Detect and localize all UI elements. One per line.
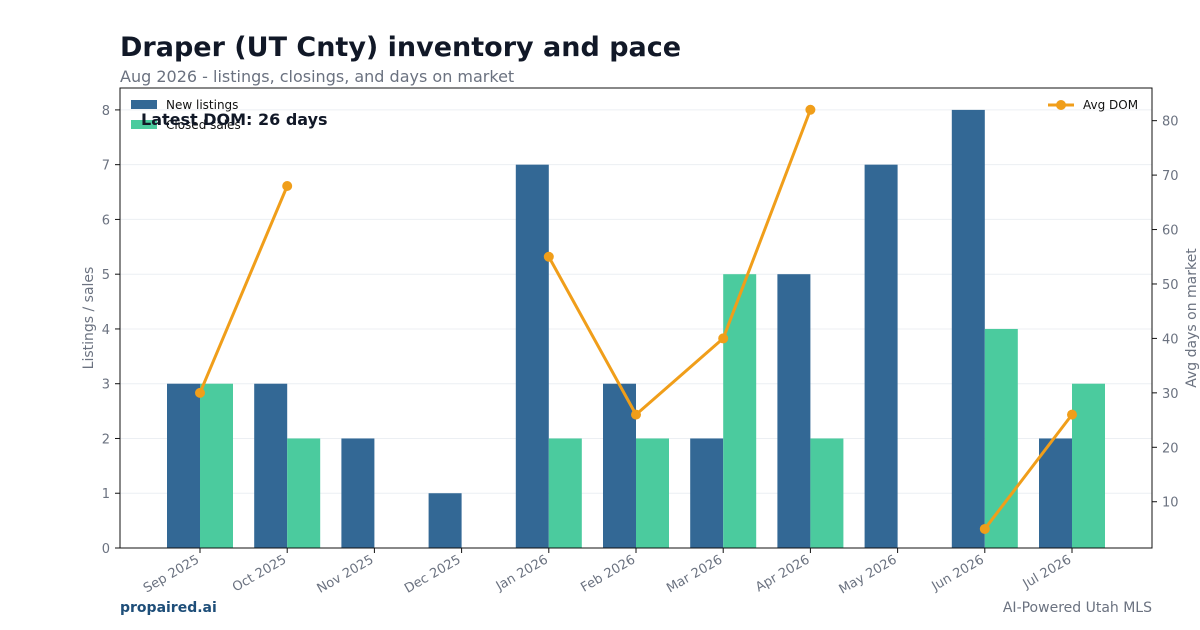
legend-label: Closed sales bbox=[166, 118, 241, 132]
avg-dom-point bbox=[718, 333, 729, 344]
x-tick-label: Sep 2025 bbox=[141, 552, 202, 596]
bar-closed-sales bbox=[636, 438, 669, 548]
y2-tick-label: 80 bbox=[1162, 115, 1179, 130]
x-tick-label: May 2026 bbox=[837, 552, 900, 597]
latest-dom-annotation: Latest DOM: 26 days bbox=[141, 110, 328, 129]
y2-tick-label: 60 bbox=[1162, 224, 1179, 239]
bar-new-listings bbox=[690, 438, 724, 548]
x-tick-label: Feb 2026 bbox=[578, 552, 638, 595]
y-axis-title: Listings / sales bbox=[81, 267, 97, 370]
bar-new-listings bbox=[341, 438, 375, 548]
avg-dom-point bbox=[1067, 409, 1077, 420]
x-tick-label: Jun 2026 bbox=[929, 552, 987, 594]
y-tick-label: 5 bbox=[102, 268, 110, 283]
bar-closed-sales bbox=[200, 383, 233, 548]
chart-subtitle: Aug 2026 - listings, closings, and days … bbox=[120, 67, 515, 86]
bar-new-listings bbox=[777, 274, 811, 548]
bar-closed-sales bbox=[287, 438, 321, 548]
avg-dom-point bbox=[979, 523, 990, 534]
bar-closed-sales bbox=[723, 274, 757, 548]
y-tick-label: 4 bbox=[102, 323, 110, 338]
avg-dom-point bbox=[631, 409, 641, 420]
avg-dom-point bbox=[282, 180, 293, 191]
bar-new-listings bbox=[951, 109, 985, 549]
y-tick-label: 6 bbox=[102, 213, 110, 228]
bar-new-listings bbox=[167, 383, 200, 548]
bar-new-listings bbox=[864, 164, 898, 548]
y2-tick-label: 30 bbox=[1162, 387, 1179, 402]
x-tick-label: Nov 2025 bbox=[315, 552, 377, 596]
bar-new-listings bbox=[254, 383, 288, 548]
bar-closed-sales bbox=[984, 328, 1018, 548]
x-tick-label: Oct 2025 bbox=[230, 552, 289, 595]
bar-new-listings bbox=[428, 493, 462, 548]
bar-new-listings bbox=[515, 164, 549, 548]
y2-tick-label: 40 bbox=[1162, 332, 1179, 347]
footer-tagline: AI-Powered Utah MLS bbox=[1002, 600, 1152, 616]
legend-swatch bbox=[131, 120, 157, 129]
brand-label: propaired.ai bbox=[120, 600, 217, 616]
bar-closed-sales bbox=[810, 438, 844, 548]
y-tick-label: 0 bbox=[102, 542, 110, 557]
y-tick-label: 2 bbox=[102, 432, 110, 447]
y2-tick-label: 20 bbox=[1162, 441, 1179, 456]
bar-new-listings bbox=[1039, 438, 1072, 548]
x-tick-label: Jan 2026 bbox=[493, 552, 551, 594]
legend-label: Avg DOM bbox=[1083, 98, 1138, 112]
x-tick-label: Jul 2026 bbox=[1020, 552, 1074, 592]
y2-axis-title: Avg days on market bbox=[1184, 248, 1200, 388]
bar-closed-sales bbox=[1072, 383, 1105, 548]
bar-new-listings bbox=[603, 383, 636, 548]
avg-dom-line bbox=[983, 413, 1074, 530]
bar-closed-sales bbox=[548, 438, 582, 548]
x-tick-label: Dec 2025 bbox=[402, 552, 464, 596]
y-tick-label: 8 bbox=[102, 104, 110, 119]
y-tick-label: 3 bbox=[102, 378, 110, 393]
avg-dom-line bbox=[198, 185, 289, 394]
avg-dom-line bbox=[547, 109, 812, 417]
avg-dom-point bbox=[805, 104, 816, 115]
legend-label: New listings bbox=[166, 98, 238, 112]
avg-dom-point bbox=[195, 387, 205, 398]
x-tick-label: Apr 2026 bbox=[753, 552, 812, 595]
y2-tick-label: 10 bbox=[1162, 496, 1179, 511]
chart-title: Draper (UT Cnty) inventory and pace bbox=[120, 32, 682, 63]
y-tick-label: 1 bbox=[102, 487, 110, 502]
y-tick-label: 7 bbox=[102, 159, 110, 174]
legend-marker bbox=[1056, 100, 1066, 110]
y2-tick-label: 70 bbox=[1162, 169, 1179, 184]
legend-swatch bbox=[131, 100, 157, 109]
y2-tick-label: 50 bbox=[1162, 278, 1179, 293]
avg-dom-point bbox=[543, 251, 554, 262]
x-tick-label: Mar 2026 bbox=[664, 552, 725, 596]
